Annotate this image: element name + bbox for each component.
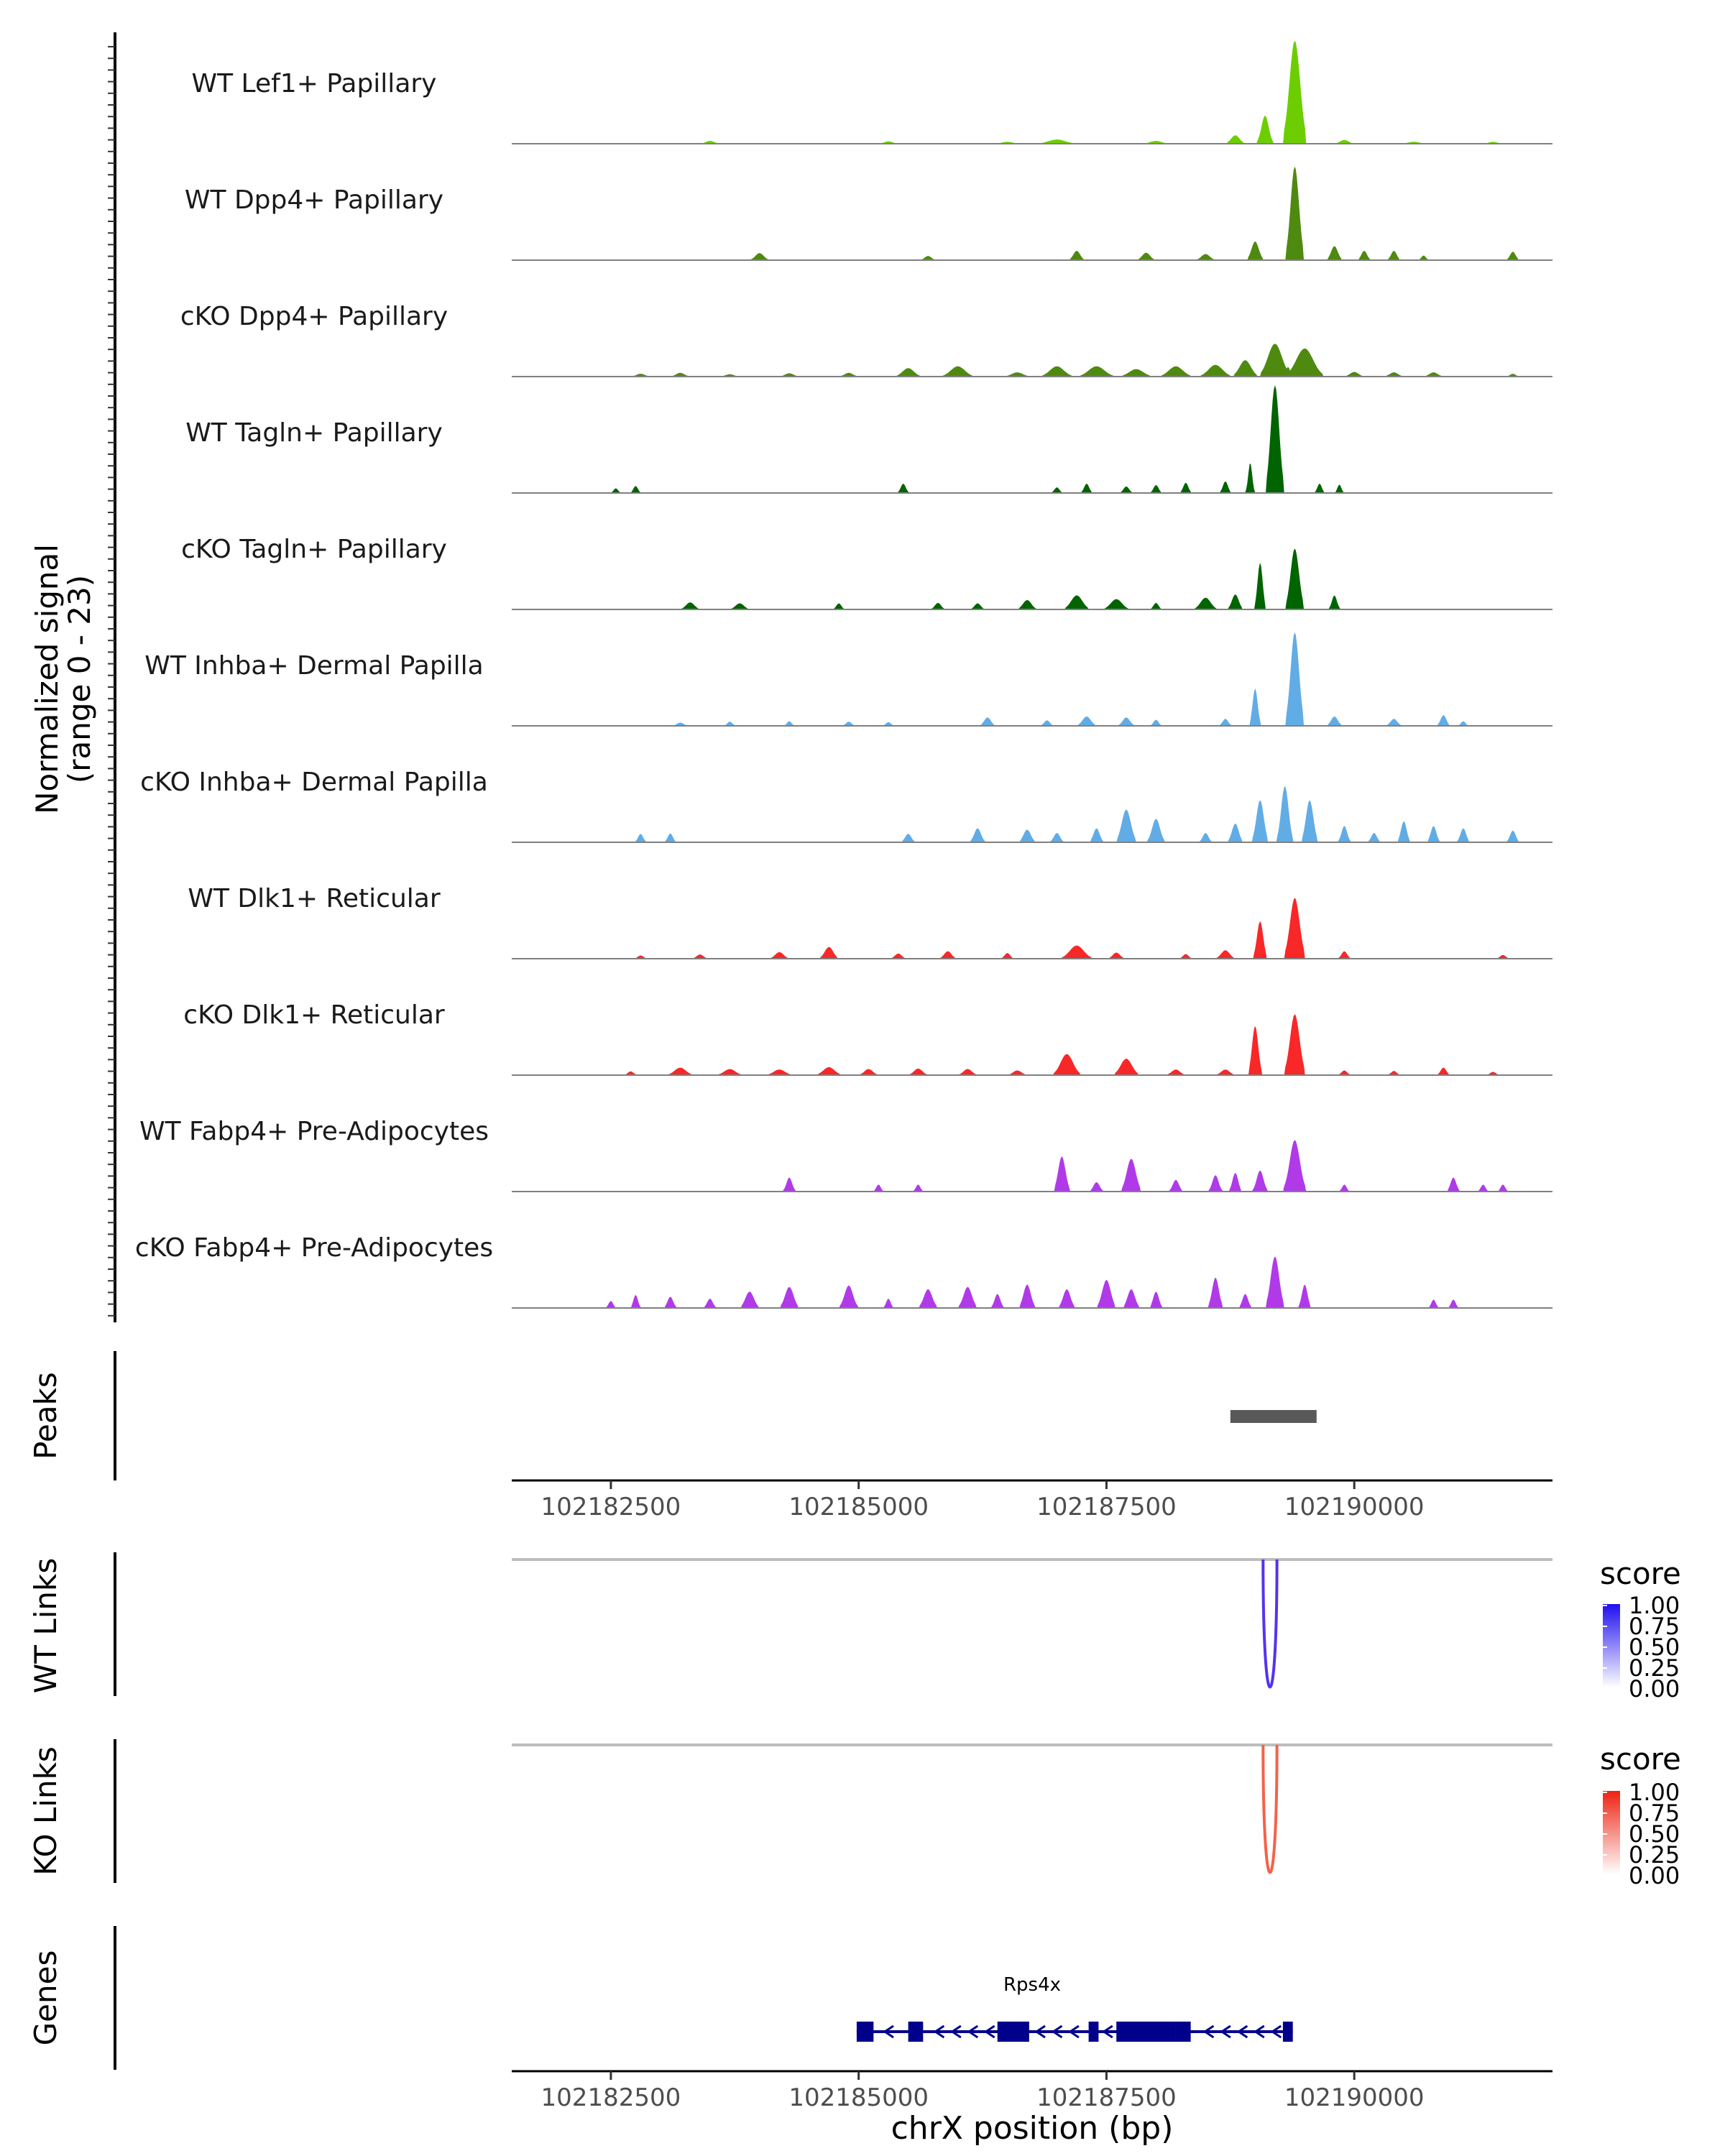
link-arc bbox=[1261, 1559, 1279, 1689]
x-tick-label: 102187500 bbox=[1036, 1493, 1177, 1521]
wt-legend-colorbar bbox=[1603, 1604, 1620, 1687]
ko-legend-colorbar bbox=[1603, 1791, 1620, 1874]
coverage-track: cKO Dlk1+ Reticular bbox=[183, 1000, 1552, 1076]
strand-arrow bbox=[983, 2024, 995, 2039]
gene-name-label: Rps4x bbox=[1003, 1974, 1061, 1996]
legend-tick-label: 0.00 bbox=[1629, 1675, 1680, 1703]
legend-tick-label: 0.50 bbox=[1629, 1634, 1680, 1661]
gene-exon bbox=[1282, 2022, 1293, 2042]
coverage-ylabel: Normalized signal bbox=[29, 544, 65, 814]
coverage-area bbox=[512, 40, 1552, 144]
legend-tick-label: 0.75 bbox=[1629, 1800, 1680, 1827]
gene-exon bbox=[856, 2022, 874, 2042]
coverage-track: cKO Tagln+ Papillary bbox=[181, 535, 1552, 610]
track-label: cKO Fabp4+ Pre-Adipocytes bbox=[135, 1233, 493, 1263]
coverage-track: cKO Fabp4+ Pre-Adipocytes bbox=[135, 1233, 1552, 1309]
track-label: WT Inhba+ Dermal Papilla bbox=[144, 651, 483, 681]
legend-tick-label: 0.75 bbox=[1629, 1613, 1680, 1640]
gene-exon bbox=[997, 2022, 1029, 2042]
coverage-track: WT Dpp4+ Papillary bbox=[185, 166, 1552, 261]
x-tick-label: 102187500 bbox=[1036, 2083, 1177, 2112]
strand-arrow bbox=[1270, 2024, 1282, 2039]
coverage-area bbox=[512, 344, 1552, 377]
legend-tick-label: 0.00 bbox=[1629, 1862, 1680, 1889]
legend-tick-label: 1.00 bbox=[1629, 1592, 1680, 1619]
x-tick-label: 102185000 bbox=[788, 1493, 929, 1521]
coverage-track: cKO Dpp4+ Papillary bbox=[180, 302, 1552, 377]
gene-exon bbox=[908, 2022, 924, 2042]
coverage-track: cKO Inhba+ Dermal Papilla bbox=[140, 768, 1552, 843]
strand-arrow bbox=[967, 2024, 979, 2039]
coverage-area bbox=[512, 166, 1552, 260]
gene-model bbox=[856, 2022, 1293, 2042]
legend-tick-label: 1.00 bbox=[1629, 1779, 1680, 1806]
strand-arrow bbox=[1254, 2024, 1265, 2039]
coverage-area bbox=[512, 1256, 1552, 1308]
ko-legend-title: score bbox=[1600, 1741, 1681, 1777]
track-label: WT Dpp4+ Papillary bbox=[185, 185, 443, 215]
track-label: cKO Inhba+ Dermal Papilla bbox=[140, 768, 488, 797]
peak-region bbox=[1230, 1410, 1317, 1423]
x-tick-label: 102190000 bbox=[1284, 1493, 1425, 1521]
strand-arrow bbox=[1051, 2024, 1063, 2039]
ko-links-label: KO Links bbox=[28, 1746, 63, 1876]
strand-arrow bbox=[933, 2024, 945, 2039]
strand-arrow bbox=[950, 2024, 962, 2039]
coverage-area bbox=[512, 385, 1552, 493]
ko-legend-ticks: 1.000.750.500.250.00 bbox=[1603, 1779, 1680, 1889]
track-label: cKO Dlk1+ Reticular bbox=[183, 1000, 445, 1030]
x-tick-label: 102190000 bbox=[1284, 2083, 1425, 2112]
coverage-track: WT Inhba+ Dermal Papilla bbox=[144, 632, 1552, 727]
strand-arrow bbox=[1202, 2024, 1215, 2039]
legend-tick-label: 0.25 bbox=[1629, 1841, 1680, 1869]
coverage-area bbox=[512, 1140, 1552, 1192]
strand-arrow bbox=[1220, 2024, 1231, 2039]
coverage-area bbox=[512, 632, 1552, 726]
x-tick-label: 102182500 bbox=[541, 1493, 681, 1521]
coverage-area bbox=[512, 548, 1552, 609]
peaks-label: Peaks bbox=[28, 1372, 63, 1460]
strand-arrow bbox=[1068, 2024, 1080, 2039]
strand-arrow bbox=[883, 2024, 894, 2039]
strand-arrow bbox=[1102, 2024, 1113, 2039]
coverage-track: WT Dlk1+ Reticular bbox=[188, 884, 1552, 959]
link-arc bbox=[1261, 1744, 1279, 1874]
peak-regions bbox=[1230, 1410, 1317, 1423]
track-label: cKO Dpp4+ Papillary bbox=[180, 302, 448, 331]
coverage-ylabel-range: (range 0 - 23) bbox=[62, 575, 97, 783]
gene-exon bbox=[1088, 2022, 1099, 2042]
track-label: WT Fabp4+ Pre-Adipocytes bbox=[139, 1117, 489, 1146]
track-label: WT Lef1+ Papillary bbox=[192, 69, 437, 98]
coverage-y-axis bbox=[108, 32, 116, 1322]
x-axis-title: chrX position (bp) bbox=[891, 2110, 1174, 2147]
legend-tick-label: 0.50 bbox=[1629, 1820, 1680, 1848]
wt-links-label: WT Links bbox=[28, 1558, 63, 1693]
track-label: cKO Tagln+ Papillary bbox=[181, 535, 447, 564]
gene-exon bbox=[1175, 2022, 1191, 2042]
legend-tick-label: 0.25 bbox=[1629, 1654, 1680, 1682]
coverage-track: WT Fabp4+ Pre-Adipocytes bbox=[139, 1117, 1552, 1192]
coverage-tracks: WT Lef1+ Papillary WT Dpp4+ Papillary cKO … bbox=[135, 40, 1552, 1309]
strand-arrow bbox=[1034, 2024, 1046, 2039]
strand-arrow bbox=[1236, 2024, 1248, 2039]
coverage-track: WT Tagln+ Papillary bbox=[185, 385, 1552, 494]
x-axis-peaks: 102182500 102185000 102187500 102190000 bbox=[512, 1479, 1552, 1521]
track-label: WT Tagln+ Papillary bbox=[185, 418, 443, 448]
x-tick-label: 102182500 bbox=[541, 2083, 681, 2112]
coverage-area bbox=[512, 898, 1552, 959]
x-axis-genes: 102182500 102185000 102187500 102190000 bbox=[512, 2070, 1552, 2112]
wt-legend-title: score bbox=[1600, 1556, 1681, 1591]
coverage-area bbox=[512, 1014, 1552, 1075]
wt-legend-ticks: 1.000.750.500.250.00 bbox=[1603, 1592, 1680, 1703]
link-arcs bbox=[512, 1558, 1552, 1874]
x-tick-label: 102185000 bbox=[788, 2083, 929, 2112]
coverage-track: WT Lef1+ Papillary bbox=[192, 40, 1552, 144]
track-label: WT Dlk1+ Reticular bbox=[188, 884, 440, 913]
gene-exon bbox=[1116, 2022, 1176, 2042]
coverage-area bbox=[512, 786, 1552, 842]
genes-label: Genes bbox=[28, 1950, 63, 2046]
